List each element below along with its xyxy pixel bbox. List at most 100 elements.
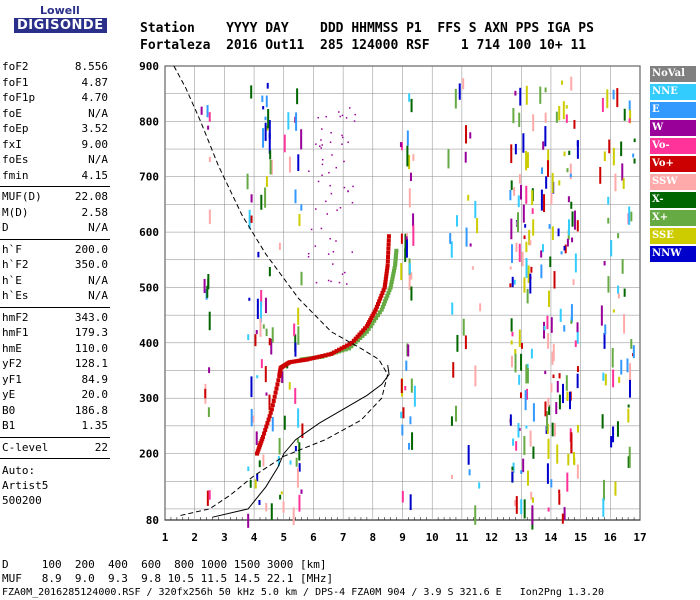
echo-speck [400, 411, 403, 419]
o-trace-point [276, 378, 281, 383]
echo-dot [314, 245, 317, 247]
echo-speck [298, 463, 301, 472]
echo-speck [518, 329, 521, 348]
echo-speck [539, 86, 542, 104]
echo-speck [405, 236, 408, 241]
echo-speck [207, 125, 210, 130]
x-tick-label: 14 [544, 531, 558, 544]
echo-speck [399, 142, 402, 148]
echo-dot [330, 192, 333, 195]
echo-speck [206, 285, 209, 298]
echo-speck [269, 160, 272, 175]
o-trace-point [258, 441, 263, 446]
echo-dot [347, 141, 349, 143]
echo-dot [342, 136, 344, 139]
echo-speck [628, 379, 631, 398]
echo-speck [522, 458, 525, 473]
o-trace-point [320, 353, 325, 358]
echo-speck [553, 423, 556, 437]
profile-solid [212, 364, 390, 518]
echo-speck [565, 375, 568, 391]
echo-speck [551, 226, 554, 241]
param-foep: foEp 3.52 [2, 122, 108, 137]
echo-speck [514, 353, 517, 373]
echo-speck [249, 479, 252, 488]
echo-speck [519, 392, 522, 399]
echo-speck [628, 118, 631, 123]
x-trace-point [391, 268, 396, 273]
echo-speck [258, 499, 261, 505]
echo-speck [401, 490, 404, 503]
echo-speck [556, 380, 559, 393]
echo-speck [552, 374, 555, 379]
echo-speck [612, 89, 615, 100]
echo-speck [518, 174, 521, 184]
echo-speck [280, 491, 283, 495]
echo-speck [268, 132, 271, 154]
param-yf1: yF1 84.9 [2, 373, 108, 388]
y-tick-label: 600 [139, 226, 159, 239]
echo-speck [623, 313, 626, 334]
echo-speck [621, 163, 624, 181]
o-trace-point [305, 357, 310, 362]
echo-dot [341, 134, 343, 137]
echo-speck [295, 112, 298, 131]
echo-speck [260, 359, 263, 369]
echo-speck [544, 126, 547, 147]
o-trace-point [329, 351, 334, 356]
echo-speck [621, 258, 624, 274]
echo-speck [544, 87, 547, 93]
x-trace-point [387, 288, 392, 293]
echo-speck [277, 456, 280, 467]
echo-speck [279, 494, 282, 500]
echo-speck [514, 143, 517, 155]
echo-speck [208, 490, 211, 500]
echo-speck [518, 243, 521, 262]
logo-lowell: Lowell [40, 4, 80, 17]
param-name: M(D) [2, 205, 29, 219]
param-mufd: MUF(D) 22.08 [2, 190, 108, 205]
x-trace-point [377, 310, 382, 315]
echo-speck [467, 194, 470, 201]
echo-speck [630, 339, 633, 349]
x-tick-label: 15 [574, 531, 587, 544]
o-trace-point [377, 299, 382, 304]
echo-dot [329, 184, 331, 187]
legend-item-x: X+ [650, 210, 696, 226]
echo-speck [450, 416, 453, 426]
echo-speck [567, 453, 570, 466]
x-trace-point [393, 257, 398, 262]
echo-speck [254, 479, 257, 489]
echo-dot [347, 190, 349, 192]
echo-speck [247, 466, 250, 472]
echo-dot [325, 200, 327, 203]
param-divider [0, 458, 110, 459]
echo-speck [526, 288, 529, 304]
echo-speck [451, 474, 454, 480]
o-trace-point [371, 311, 376, 316]
o-trace-point [270, 403, 275, 408]
echo-speck [576, 220, 579, 232]
echo-speck [250, 85, 253, 99]
x-tick-label: 7 [340, 531, 347, 544]
echo-speck [264, 116, 267, 121]
echo-speck [510, 180, 513, 190]
echo-speck [523, 277, 526, 293]
echo-speck [630, 211, 633, 222]
echo-speck [611, 347, 614, 368]
echo-speck [548, 405, 551, 415]
o-trace-point [268, 410, 273, 415]
echo-speck [262, 324, 265, 329]
x-trace-point [392, 266, 397, 271]
param-value: 9.00 [81, 137, 109, 151]
echo-speck [627, 456, 630, 468]
auto-code: 500200 [2, 494, 42, 507]
echo-dot [338, 281, 341, 284]
x-trace-point [385, 293, 390, 298]
o-trace-point [339, 346, 344, 351]
param-foes: foEs N/A [2, 153, 108, 168]
echo-speck [544, 370, 547, 375]
param-value: 1.35 [81, 419, 109, 432]
x-tick-label: 3 [221, 531, 228, 544]
echo-speck [540, 250, 543, 258]
